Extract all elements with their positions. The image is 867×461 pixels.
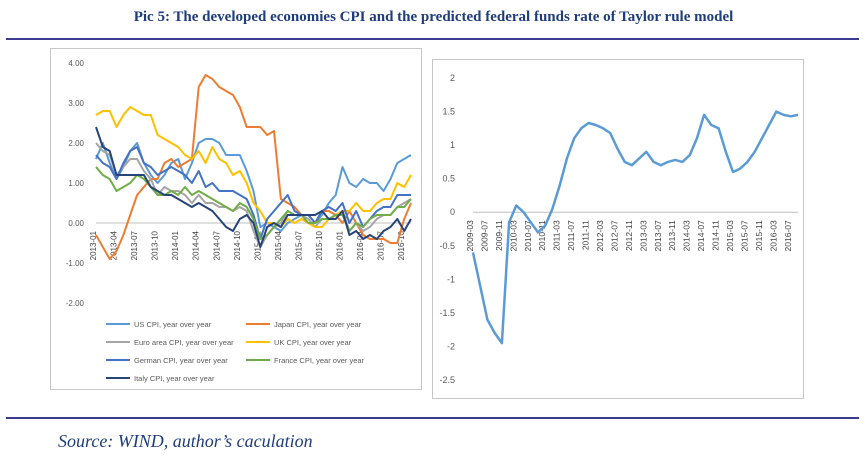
rate-y-tick-label: -1.5: [439, 308, 455, 318]
cpi-x-tick-label: 2016-10: [397, 230, 406, 260]
rate-x-tick-label: 2014-11: [711, 220, 721, 251]
rate-y-tick-label: 0: [450, 207, 455, 217]
rate-x-tick-label: 2013-07: [653, 220, 663, 251]
rate-x-tick-label: 2014-07: [696, 220, 706, 251]
cpi-y-tick-label: 3.00: [68, 99, 84, 108]
legend-label: Euro area CPI, year over year: [134, 338, 234, 347]
cpi-chart-panel: 4.00 3.00 2.00 1.00 0.00 -1.00 -2.00 2013-01 201…: [50, 48, 422, 390]
cpi-y-tick-label: 1.00: [68, 179, 84, 188]
rate-x-tick-label: 2011-11: [581, 220, 591, 250]
cpi-x-tick-label: 2015-07: [294, 230, 303, 260]
cpi-y-tick-label: 2.00: [68, 139, 84, 148]
legend-label: US CPI, year over year: [134, 320, 212, 329]
rate-y-tick-label: -2: [447, 341, 455, 351]
cpi-x-tick-label: 2014-04: [192, 230, 201, 260]
rate-y-tick-label: 2: [450, 73, 455, 83]
source-note: Source: WIND, author’s caculation: [58, 431, 313, 452]
rate-y-tick-label: 0.5: [442, 174, 455, 184]
rate-x-tick-label: 2012-07: [609, 220, 619, 251]
rate-x-tick-label: 2011-03: [552, 220, 562, 251]
rate-x-tick-label: 2016-03: [768, 220, 778, 251]
top-rule: [6, 38, 859, 40]
rate-x-tick-label: 2009-11: [494, 220, 504, 251]
rate-x-tick-label: 2009-03: [465, 220, 475, 251]
rate-y-tick-label: -2.5: [439, 375, 455, 385]
rate-y-tick-label: -0.5: [439, 241, 455, 251]
rate-x-tick-label: 2012-03: [595, 220, 605, 251]
cpi-x-tick-label: 2014-07: [212, 230, 221, 260]
legend-label: France CPI, year over year: [274, 356, 365, 365]
cpi-x-tick-label: 2015-10: [315, 230, 324, 260]
figure-title: Pic 5: The developed economies CPI and t…: [0, 9, 867, 26]
cpi-y-tick-label: -1.00: [66, 259, 85, 268]
bottom-rule: [6, 417, 859, 419]
cpi-x-tick-label: 2013-04: [110, 230, 119, 260]
cpi-x-tick-label: 2016-01: [336, 230, 345, 260]
rate-x-tick-label: 2009-07: [479, 220, 489, 251]
rate-x-tick-label: 2016-07: [783, 220, 793, 251]
cpi-y-tick-label: 4.00: [68, 59, 84, 68]
rate-x-tick-label: 2013-11: [667, 220, 677, 251]
cpi-y-tick-label: -2.00: [66, 299, 85, 308]
legend-label: Italy CPI, year over year: [134, 374, 215, 383]
rate-x-tick-label: 2014-03: [682, 220, 692, 251]
rate-x-tick-label: 2015-11: [754, 220, 764, 251]
rate-x-tick-label: 2012-11: [624, 220, 634, 251]
legend-label: Japan CPI, year over year: [274, 320, 362, 329]
rate-x-tick-label: 2015-03: [725, 220, 735, 251]
cpi-series-line: [96, 107, 411, 227]
cpi-y-tick-label: 0.00: [68, 219, 84, 228]
rate-x-tick-label: 2011-07: [566, 220, 576, 251]
cpi-x-tick-label: 2013-07: [130, 230, 139, 260]
cpi-x-tick-label: 2015-04: [274, 230, 283, 260]
cpi-x-tick-label: 2014-01: [171, 230, 180, 260]
cpi-x-tick-label: 2013-10: [151, 230, 160, 260]
rate-x-tick-label: 2015-07: [739, 220, 749, 251]
taylor-rule-chart: 2 1.5 1 0.5 0 -0.5 -1 -1.5 -2 -2.5 2009-03 2009-07 2…: [433, 60, 803, 398]
rate-y-tick-label: 1.5: [442, 107, 455, 117]
legend-label: German CPI, year over year: [134, 356, 228, 365]
taylor-rule-chart-panel: 2 1.5 1 0.5 0 -0.5 -1 -1.5 -2 -2.5 2009-03 2009-07 2…: [432, 59, 804, 399]
cpi-x-tick-label: 2014-10: [233, 230, 242, 260]
rate-x-tick-label: 2013-03: [638, 220, 648, 251]
legend-label: UK CPI, year over year: [274, 338, 352, 347]
rate-y-tick-label: -1: [447, 274, 455, 284]
rate-y-tick-label: 1: [450, 140, 455, 150]
